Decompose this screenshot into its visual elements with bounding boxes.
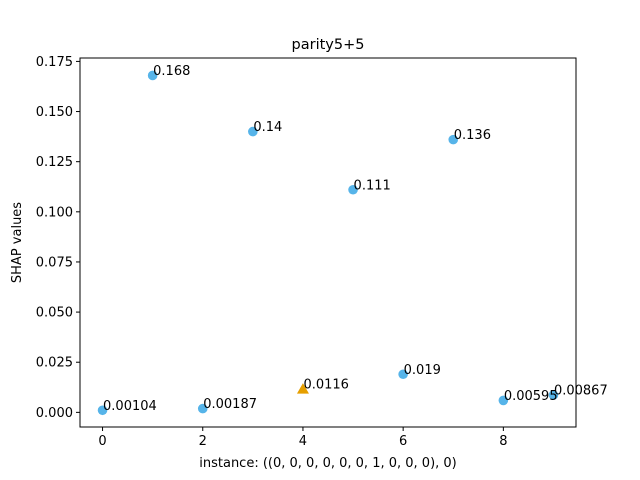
- chart-title: parity5+5: [292, 37, 365, 53]
- data-label: 0.0116: [303, 378, 349, 393]
- y-tick-label: 0.125: [36, 155, 73, 170]
- y-tick-label: 0.100: [36, 205, 73, 220]
- data-point: [97, 405, 108, 416]
- y-tick-label: 0.175: [36, 55, 73, 70]
- x-tick-label: 8: [499, 434, 507, 449]
- y-tick-label: 0.025: [36, 356, 73, 371]
- data-label: 0.019: [404, 363, 441, 378]
- data-point: [248, 126, 258, 137]
- y-tick-label: 0.150: [36, 105, 73, 120]
- data-label: 0.111: [354, 178, 391, 193]
- data-label: 0.168: [153, 64, 190, 79]
- data-point: [548, 390, 559, 400]
- y-axis-ticks: 0.000 0.025 0.050 0.075 0.100 0.125 0.150 0.175: [36, 55, 80, 421]
- x-tick-label: 0: [98, 434, 106, 449]
- data-label: 0.00104: [103, 399, 157, 414]
- data-label: 0.00595: [504, 389, 558, 404]
- data-markers: [97, 70, 559, 416]
- x-axis-label: instance: ((0, 0, 0, 0, 0, 0, 1, 0, 0, 0…: [199, 456, 457, 471]
- data-label: 0.136: [454, 128, 491, 143]
- y-tick-label: 0.075: [36, 255, 73, 270]
- data-label: 0.14: [253, 120, 282, 135]
- data-point: [147, 70, 158, 81]
- data-point: [348, 184, 358, 195]
- y-tick-label: 0.000: [36, 406, 73, 421]
- data-point: [398, 369, 408, 380]
- x-tick-label: 4: [299, 434, 307, 449]
- data-point: [498, 395, 509, 406]
- x-tick-label: 6: [399, 434, 407, 449]
- x-axis-ticks: 0 2 4 6 8: [98, 427, 507, 449]
- data-point-triangle: [296, 383, 309, 394]
- data-label: 0.00867: [554, 383, 608, 398]
- data-point: [197, 403, 208, 414]
- data-labels: 0.00104 0.168 0.00187 0.14 0.0116 0.111 0.019 0…: [103, 64, 608, 414]
- x-tick-label: 2: [199, 434, 207, 449]
- y-tick-label: 0.050: [36, 306, 73, 321]
- y-axis-label: SHAP values: [10, 202, 25, 283]
- plot-area-frame: [79, 57, 577, 428]
- data-point: [448, 134, 459, 145]
- data-label: 0.00187: [203, 397, 257, 412]
